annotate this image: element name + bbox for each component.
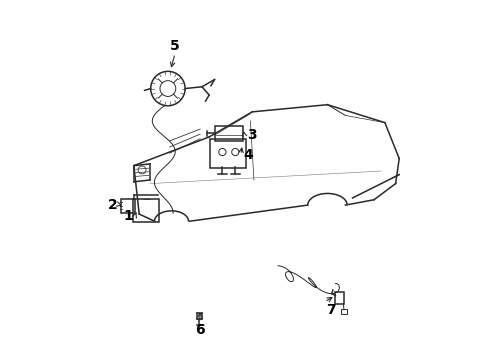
Text: 5: 5 xyxy=(170,39,180,53)
Text: 1: 1 xyxy=(123,209,133,223)
Text: 2: 2 xyxy=(107,198,117,212)
Text: 3: 3 xyxy=(247,128,257,142)
Text: 6: 6 xyxy=(196,323,205,337)
Text: 4: 4 xyxy=(244,148,253,162)
Text: 7: 7 xyxy=(326,303,336,317)
